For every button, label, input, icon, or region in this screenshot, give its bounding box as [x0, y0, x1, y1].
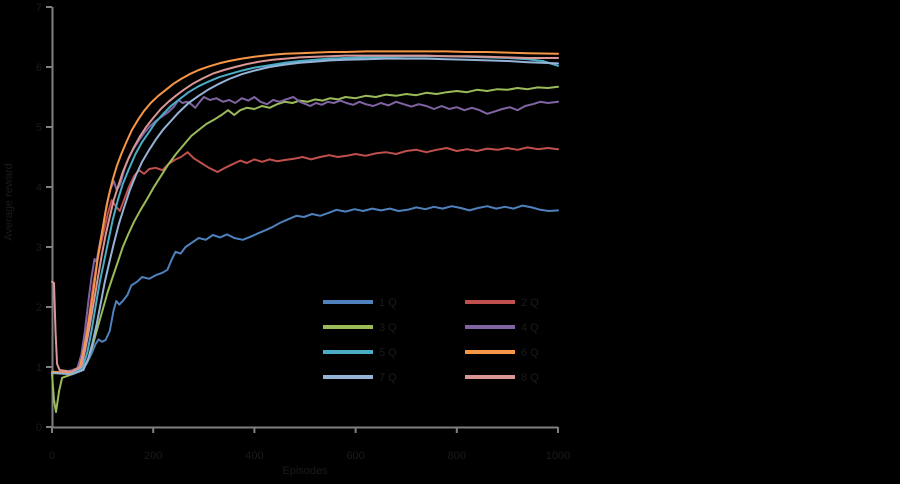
legend-item-series-7: 7 Q	[323, 372, 397, 384]
x-tick-label: 1000	[546, 450, 570, 462]
x-tick-label: 800	[448, 450, 466, 462]
series-line-series-1	[51, 204, 559, 374]
legend-item-series-3: 3 Q	[323, 322, 397, 334]
legend-label-series-1: 1 Q	[379, 297, 397, 309]
legend-label-series-2: 2 Q	[521, 297, 539, 309]
y-tick-label: 5	[36, 122, 42, 134]
y-tick-label: 0	[36, 422, 42, 434]
legend-label-series-5: 5 Q	[379, 347, 397, 359]
x-tick-label: 0	[49, 450, 55, 462]
legend-item-series-6: 6 Q	[465, 347, 539, 359]
legend-label-series-8: 8 Q	[521, 372, 539, 384]
series-line-series-7	[51, 57, 559, 376]
series-line-series-6	[51, 50, 559, 374]
x-tick-label: 400	[245, 450, 263, 462]
legend-item-series-5: 5 Q	[323, 347, 397, 359]
x-axis-title: Episodes	[282, 465, 328, 477]
legend-group: 1 Q 2 Q 3 Q 4 Q 5 Q 6 Q 7 Q 8 Q	[323, 297, 539, 384]
legend-label-series-6: 6 Q	[521, 347, 539, 359]
y-tick-label: 4	[36, 182, 42, 194]
y-tick-label: 1	[36, 362, 42, 374]
y-tick-label: 2	[36, 302, 42, 314]
series-group	[51, 50, 559, 413]
legend-item-series-2: 2 Q	[465, 297, 539, 309]
legend-item-series-8: 8 Q	[465, 372, 539, 384]
legend-label-series-3: 3 Q	[379, 322, 397, 334]
y-tick-label: 3	[36, 242, 42, 254]
series-line-series-8	[51, 54, 559, 373]
series-line-series-4	[51, 96, 559, 374]
x-tick-label: 600	[346, 450, 364, 462]
legend-label-series-4: 4 Q	[521, 322, 539, 334]
axes-group: 0 1 2 3 4 5 6 7 0 200 400 600 800 1000	[36, 2, 570, 462]
series-line-series-3	[51, 85, 559, 413]
x-tick-label: 200	[144, 450, 162, 462]
y-tick-label: 6	[36, 62, 42, 74]
legend-item-series-4: 4 Q	[465, 322, 539, 334]
series-line-series-2	[51, 146, 559, 374]
y-axis-title: Average reward	[3, 163, 15, 240]
legend-item-series-1: 1 Q	[323, 297, 397, 309]
y-tick-label: 7	[36, 2, 42, 14]
legend-label-series-7: 7 Q	[379, 372, 397, 384]
